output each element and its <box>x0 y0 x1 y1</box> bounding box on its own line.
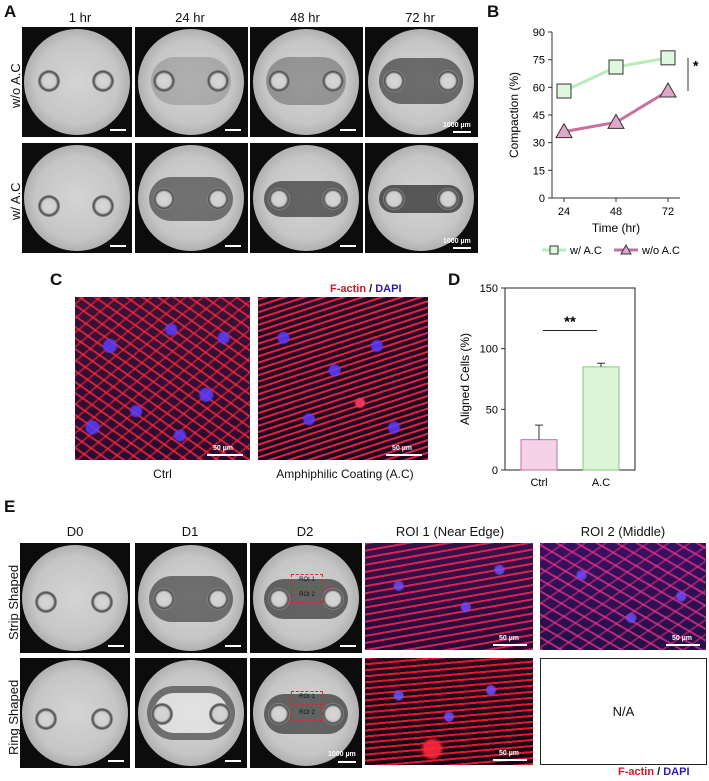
y-tick-label: 100 <box>480 344 498 356</box>
scale-text-a1: 1000 µm <box>443 122 471 129</box>
y-tick-label: 150 <box>480 283 498 295</box>
well-image-wac-72hr: 1000 µm <box>365 143 478 253</box>
column-title-d1: D1 <box>181 524 199 539</box>
roi-box-2-strip: ROI 2 <box>291 589 323 603</box>
column-title-1hr: 1 hr <box>68 10 92 25</box>
column-title-d2: D2 <box>296 524 314 539</box>
roi-box-2-ring: ROI 2 <box>291 707 323 721</box>
legend-marker-with-ac <box>549 245 559 255</box>
column-title-24hr: 24 hr <box>175 10 205 25</box>
y-tick-label: 50 <box>486 404 498 416</box>
aligned-cells-bar-chart: 0 50 100 150 Aligned Cells (%) Ctrl A.C ** <box>458 283 636 489</box>
data-point-square <box>608 59 624 75</box>
column-title-72hr: 72 hr <box>405 10 435 25</box>
significance-stars: ** <box>564 313 576 330</box>
well-image-wac-48hr <box>250 143 363 253</box>
scale-text-a2: 1000 µm <box>443 238 471 245</box>
stain-separator: / <box>366 283 376 295</box>
well-image-strip-d1 <box>135 543 247 653</box>
well-image-woac-72hr: 1000 µm <box>365 27 478 137</box>
fluorescence-image-roi1-strip: 50 µm <box>365 543 533 650</box>
panel-label-c: C <box>50 270 63 289</box>
panel-label-b: B <box>487 2 500 21</box>
data-point-triangle <box>555 122 573 139</box>
data-point-square <box>556 83 572 99</box>
panel-label-d: D <box>448 270 461 289</box>
y-tick-label: 0 <box>539 193 545 205</box>
y-axis-label: Compaction (%) <box>507 72 521 158</box>
well-image-wac-1hr <box>22 143 132 253</box>
well-image-woac-48hr <box>250 27 363 137</box>
row-title-strip: Strip Shaped <box>6 564 21 640</box>
fluorescence-image-roi2-strip: 50 µm <box>540 543 706 650</box>
scale-text-c2: 50 µm <box>392 445 412 452</box>
y-tick-label: 0 <box>492 465 498 477</box>
stain-blue-label-e: DAPI <box>663 766 690 778</box>
scale-text-c1: 50 µm <box>213 445 233 452</box>
roi-box-1-strip: ROI 1 <box>291 574 323 588</box>
x-tick-label: 24 <box>558 206 570 218</box>
plot-frame <box>504 287 636 471</box>
well-image-ring-d0 <box>20 658 130 768</box>
fluorescence-image-roi1-ring: 50 µm <box>365 658 533 765</box>
scale-text-e4: 50 µm <box>499 750 519 757</box>
x-tick-label: 72 <box>662 206 674 218</box>
stain-legend-e: F-actin / DAPI <box>618 766 690 778</box>
y-tick-label: 60 <box>533 82 545 94</box>
roi-box-1-ring: ROI 1 <box>291 691 323 705</box>
stain-blue-label: DAPI <box>375 283 402 295</box>
well-image-ring-d1 <box>135 658 247 768</box>
stain-legend-c: F-actin / DAPI <box>330 283 402 295</box>
fluorescence-image-ctrl: 50 µm <box>75 297 250 460</box>
scale-text-e1: 50 µm <box>499 635 519 642</box>
bar-ac <box>582 366 620 471</box>
data-point-square <box>660 50 676 66</box>
significance-star: * <box>693 57 699 73</box>
well-image-ring-d2: ROI 1 ROI 2 1000 µm <box>250 658 362 768</box>
x-tick-label: Ctrl <box>530 477 547 489</box>
legend-marker-without-ac <box>620 243 632 255</box>
well-image-strip-d2: ROI 1 ROI 2 <box>250 543 362 653</box>
fluorescence-image-ac: 50 µm <box>258 297 428 460</box>
well-image-woac-1hr <box>22 27 132 137</box>
na-text: N/A <box>612 704 635 719</box>
panel-label-e: E <box>4 497 16 516</box>
bar-ctrl <box>520 439 558 471</box>
data-point-triangle <box>659 82 677 98</box>
y-tick-label: 30 <box>533 138 545 150</box>
x-tick-label: 48 <box>610 206 622 218</box>
panel-label-a: A <box>4 2 17 21</box>
image-label-ctrl: Ctrl <box>153 467 172 481</box>
well-image-wac-24hr <box>135 143 248 253</box>
column-title-d0: D0 <box>66 524 84 539</box>
row-title-ring: Ring Shaped <box>6 679 21 755</box>
y-tick-label: 90 <box>533 27 545 39</box>
image-label-ac: Amphiphilic Coating (A.C) <box>276 467 414 481</box>
x-axis-label: Time (hr) <box>592 221 640 235</box>
y-tick-label: 45 <box>533 110 545 122</box>
well-image-woac-24hr <box>135 27 248 137</box>
data-point-triangle <box>607 113 625 129</box>
na-box: N/A <box>540 658 707 765</box>
well-image-strip-d0 <box>20 543 130 653</box>
column-title-roi1: ROI 1 (Near Edge) <box>395 524 505 539</box>
y-tick-label: 75 <box>533 55 545 67</box>
row-title-with-ac: w/ A.C <box>8 182 23 220</box>
x-tick-label: A.C <box>592 477 610 489</box>
column-title-roi2: ROI 2 (Middle) <box>580 524 666 539</box>
y-axis-label: Aligned Cells (%) <box>458 333 472 425</box>
column-title-48hr: 48 hr <box>290 10 320 25</box>
row-title-without-ac: w/o A.C <box>8 63 23 108</box>
scale-text-e2: 50 µm <box>672 635 692 642</box>
y-tick-label: 15 <box>533 165 545 177</box>
legend-label-with-ac: w/ A.C <box>569 245 602 257</box>
legend-label-without-ac: w/o A.C <box>641 245 680 257</box>
stain-red-label-e: F-actin <box>618 766 655 778</box>
stain-red-label: F-actin <box>330 283 367 295</box>
compaction-line-chart: 0 15 30 45 60 75 90 24 48 72 Time (hr) Compaction (… <box>507 27 699 257</box>
stain-separator-e: / <box>654 766 664 778</box>
scale-text-e3: 1000 µm <box>328 751 356 758</box>
